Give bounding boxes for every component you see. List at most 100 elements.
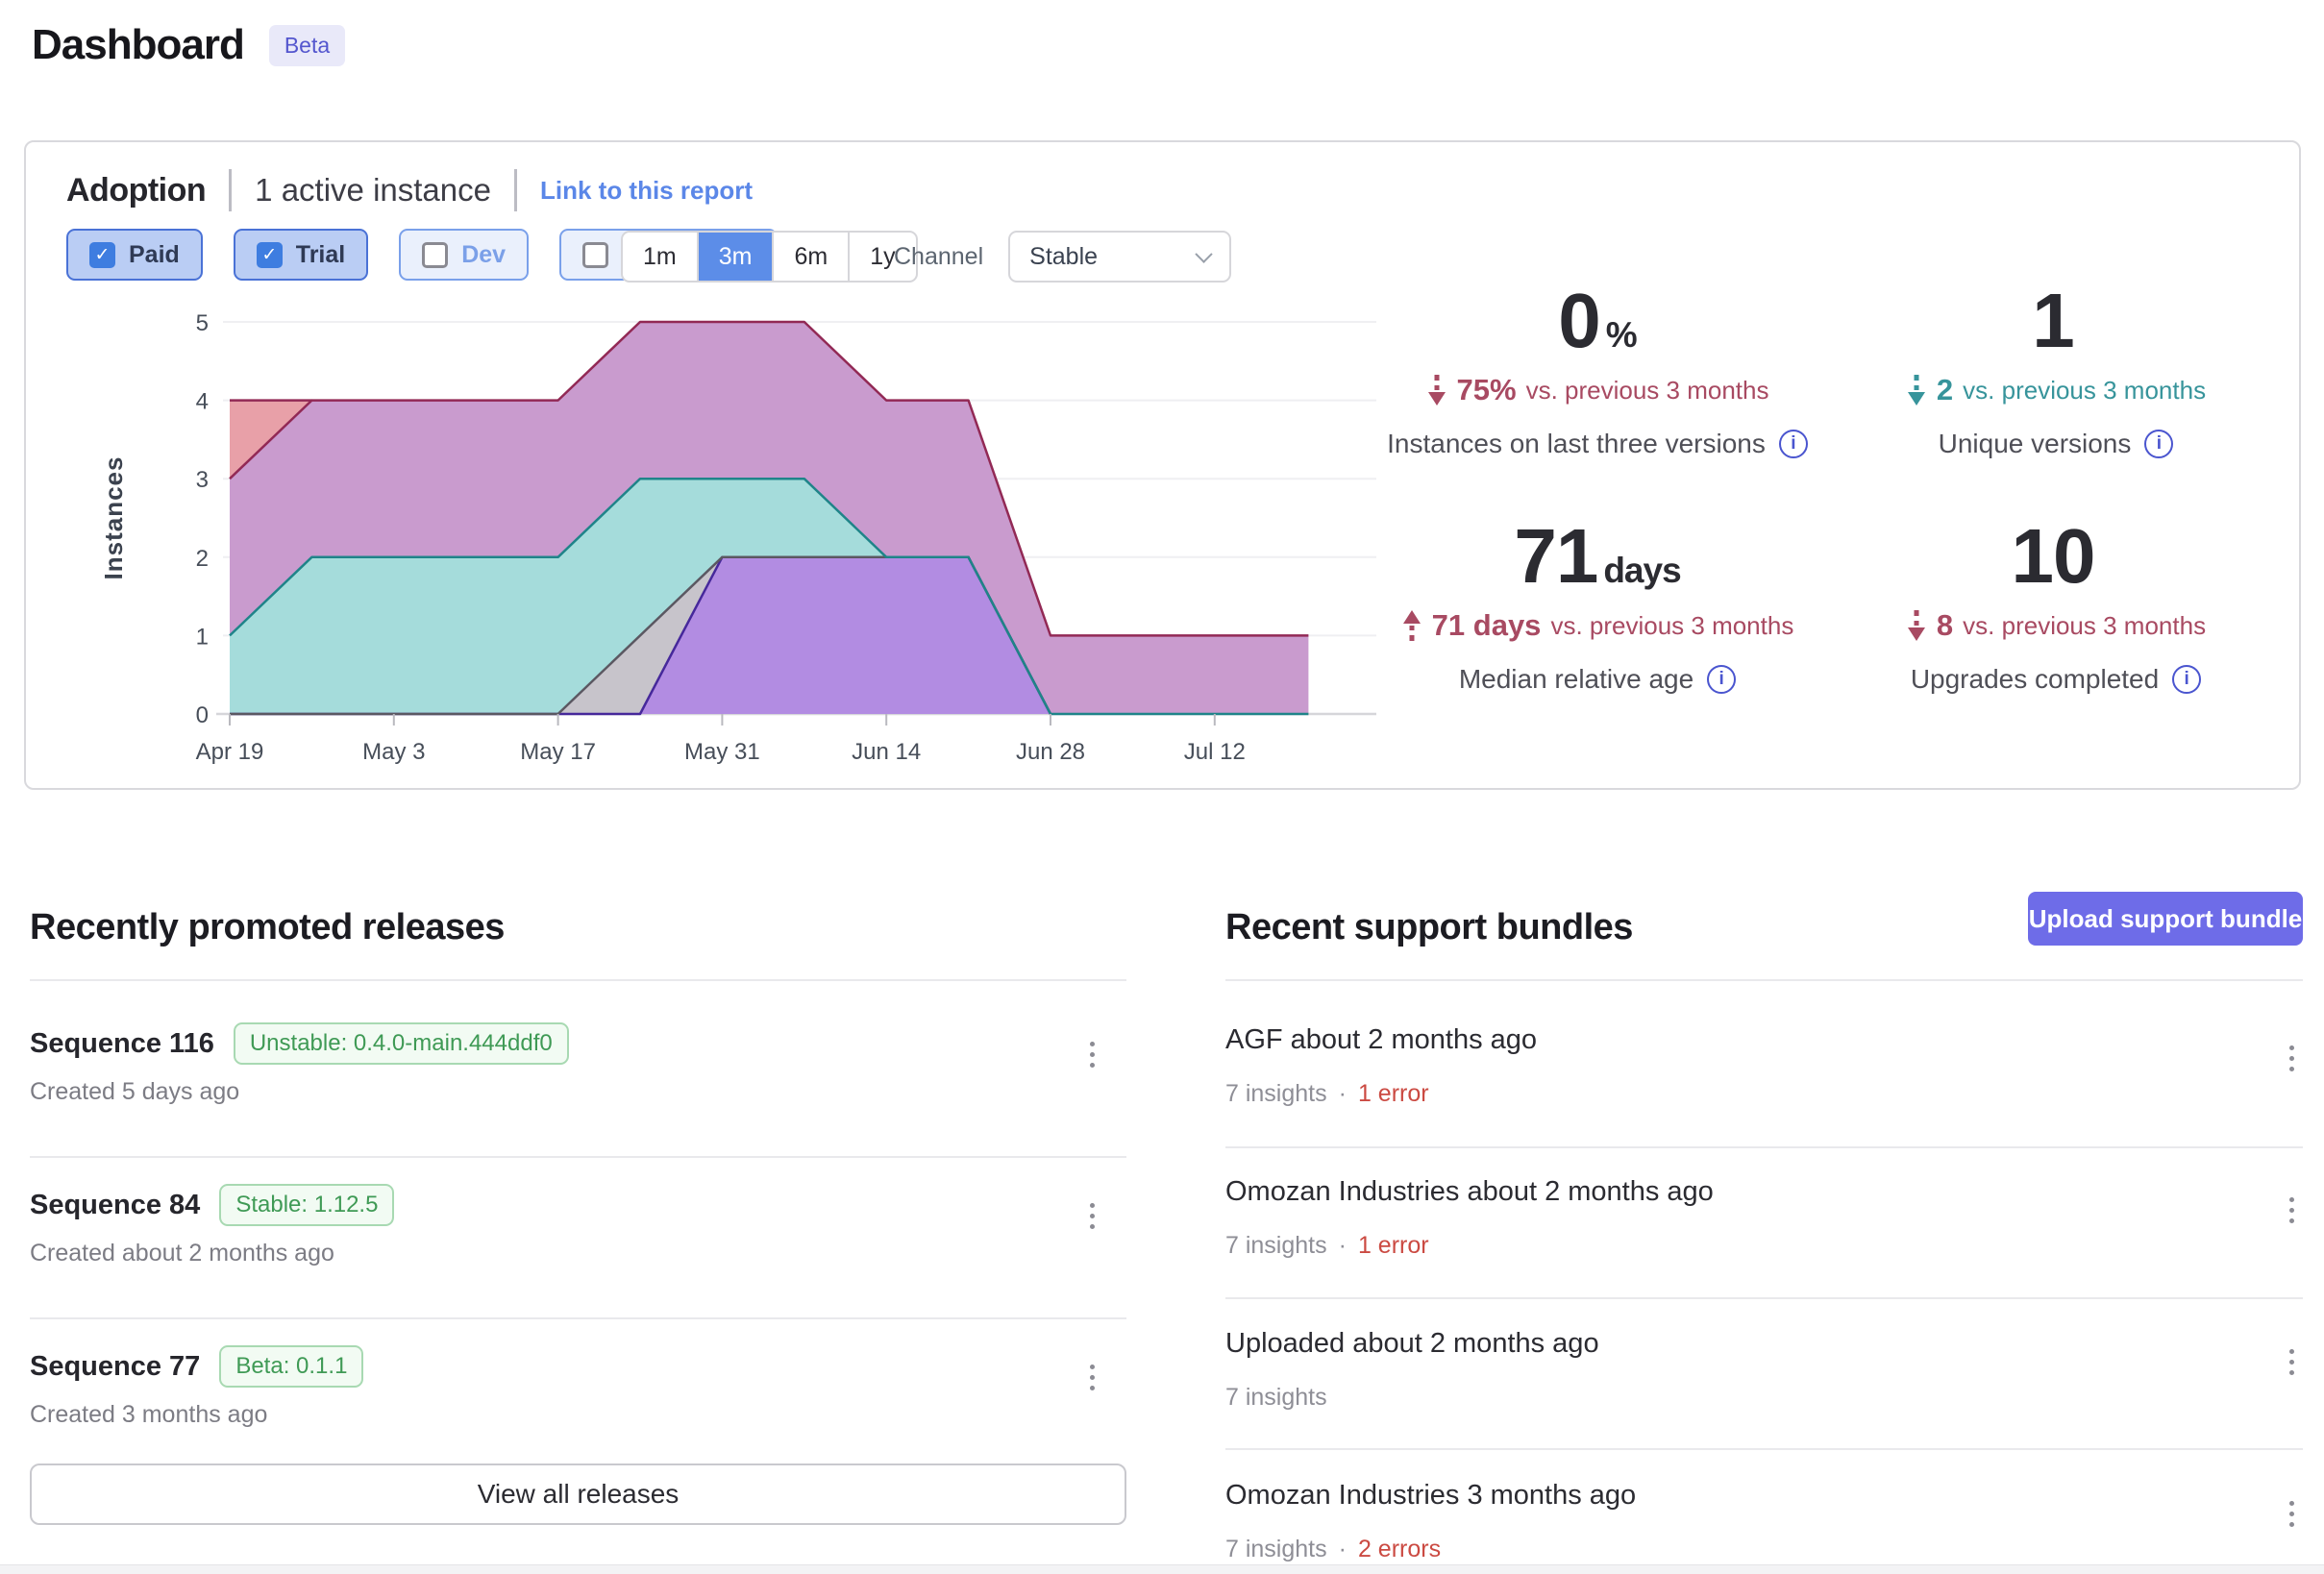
- bundle-insights: 7 insights · 2 errors: [1225, 1536, 1442, 1562]
- arrow-down-dashed-icon: [1907, 375, 1925, 406]
- dot-separator: ·: [1338, 1080, 1347, 1107]
- filter-chip-label: Dev: [461, 240, 507, 268]
- stat-delta: 2 vs. previous 3 months: [1835, 373, 2277, 407]
- bundle-row[interactable]: Uploaded about 2 months ago: [1225, 1328, 1599, 1360]
- divider: [1225, 1146, 2303, 1148]
- stat-value: 1: [2032, 278, 2074, 363]
- svg-text:Jun 28: Jun 28: [1016, 739, 1085, 765]
- release-title: Sequence 116: [30, 1027, 214, 1059]
- kebab-menu-icon[interactable]: [1084, 1197, 1100, 1235]
- bundle-title: Omozan Industries 3 months ago: [1225, 1480, 1637, 1511]
- checkbox-unchecked-icon: [582, 241, 609, 268]
- time-range-group: 1m 3m 6m 1y: [621, 231, 918, 283]
- svg-text:5: 5: [196, 310, 209, 336]
- stat-delta: 75% vs. previous 3 months: [1376, 373, 1818, 407]
- bundle-row[interactable]: Omozan Industries about 2 months ago: [1225, 1176, 1714, 1208]
- svg-text:3: 3: [196, 467, 209, 493]
- range-6m[interactable]: 6m: [772, 233, 848, 281]
- adoption-card-header: Adoption 1 active instance Link to this …: [66, 165, 753, 215]
- stat-instances-last-three-versions: 0% 75% vs. previous 3 months Instances on…: [1376, 277, 1818, 459]
- release-created: Created about 2 months ago: [30, 1240, 334, 1267]
- range-3m-selected[interactable]: 3m: [696, 233, 773, 281]
- filter-chip-label: Trial: [295, 240, 346, 268]
- view-all-releases-button[interactable]: View all releases: [30, 1463, 1126, 1525]
- release-title: Sequence 77: [30, 1350, 201, 1382]
- release-row[interactable]: Sequence 116 Unstable: 0.4.0-main.444ddf…: [30, 1022, 569, 1065]
- stat-unique-versions: 1 2 vs. previous 3 months Unique versions…: [1835, 277, 2277, 459]
- release-version-badge: Beta: 0.1.1: [219, 1345, 364, 1388]
- release-version-badge: Stable: 1.12.5: [219, 1184, 395, 1226]
- stat-label: Upgrades completed i: [1835, 664, 2277, 695]
- bundle-row[interactable]: AGF about 2 months ago: [1225, 1024, 1537, 1056]
- bundle-row[interactable]: Omozan Industries 3 months ago: [1225, 1480, 1636, 1512]
- adoption-title: Adoption: [66, 171, 207, 209]
- arrow-down-dashed-icon: [1427, 375, 1446, 406]
- divider: [1225, 1448, 2303, 1450]
- checkbox-checked-icon: ✓: [89, 241, 115, 268]
- filter-chip-paid[interactable]: ✓ Paid: [66, 229, 203, 281]
- arrow-down-dashed-icon: [1907, 610, 1925, 641]
- bundle-title: Uploaded about 2 months ago: [1225, 1328, 1599, 1359]
- svg-text:May 3: May 3: [362, 739, 425, 765]
- kebab-menu-icon[interactable]: [2284, 1040, 2300, 1077]
- bundle-insights: 7 insights · 1 error: [1225, 1080, 1429, 1107]
- divider: [30, 979, 1126, 981]
- divider: [30, 1156, 1126, 1158]
- release-created: Created 3 months ago: [30, 1401, 268, 1428]
- viewport-bottom-strip: [0, 1564, 2324, 1574]
- channel-select[interactable]: Stable: [1008, 231, 1232, 283]
- bundle-insights: 7 insights · 1 error: [1225, 1232, 1429, 1259]
- bundle-insights: 7 insights: [1225, 1384, 1327, 1411]
- release-row[interactable]: Sequence 84 Stable: 1.12.5: [30, 1184, 395, 1226]
- channel-control: Channel Stable: [894, 231, 1232, 283]
- stat-delta: 8 vs. previous 3 months: [1835, 608, 2277, 643]
- svg-text:Jul 12: Jul 12: [1184, 739, 1246, 765]
- checkbox-unchecked-icon: [422, 241, 449, 268]
- svg-text:Jun 14: Jun 14: [852, 739, 921, 765]
- link-to-report[interactable]: Link to this report: [539, 175, 753, 205]
- stat-median-relative-age: 71 days 71 days vs. previous 3 months Medi…: [1376, 512, 1818, 695]
- error-count: 1 error: [1357, 1080, 1429, 1107]
- svg-text:Apr 19: Apr 19: [196, 739, 264, 765]
- stat-value: 71 days: [1514, 513, 1681, 599]
- svg-text:1: 1: [196, 624, 209, 650]
- channel-label: Channel: [894, 243, 984, 270]
- bundle-title: Omozan Industries about 2 months ago: [1225, 1176, 1714, 1207]
- svg-text:May 31: May 31: [684, 739, 760, 765]
- info-icon[interactable]: i: [1707, 665, 1737, 694]
- page-title: Dashboard: [32, 21, 245, 68]
- adoption-card: Adoption 1 active instance Link to this …: [24, 140, 2301, 790]
- page-header: Dashboard Beta: [32, 21, 346, 69]
- adoption-area-chart: Apr 19 May 3 May 17 May 31 Jun 14 Jun 28 Jul 1…: [99, 310, 1376, 765]
- error-count: 1 error: [1357, 1232, 1429, 1259]
- info-icon[interactable]: i: [1778, 430, 1808, 458]
- stat-value: 0%: [1558, 278, 1637, 363]
- error-count: 2 errors: [1357, 1536, 1442, 1562]
- info-icon[interactable]: i: [2144, 430, 2174, 458]
- stat-label: Instances on last three versions i: [1376, 429, 1818, 459]
- stat-upgrades-completed: 10 8 vs. previous 3 months Upgrades compl…: [1835, 512, 2277, 695]
- divider: [1225, 979, 2303, 981]
- active-instance-count: 1 active instance: [255, 172, 491, 208]
- release-row[interactable]: Sequence 77 Beta: 0.1.1: [30, 1345, 364, 1388]
- svg-text:0: 0: [196, 702, 209, 728]
- header-separator: [513, 169, 517, 211]
- header-separator: [229, 169, 233, 211]
- chevron-down-icon: [1195, 244, 1213, 263]
- kebab-menu-icon[interactable]: [2284, 1343, 2300, 1381]
- kebab-menu-icon[interactable]: [1084, 1359, 1100, 1396]
- stat-label: Unique versions i: [1835, 429, 2277, 459]
- stat-value: 10: [2011, 513, 2096, 599]
- upload-support-bundle-button[interactable]: Upload support bundle: [2028, 892, 2303, 946]
- filter-chip-trial[interactable]: ✓ Trial: [233, 229, 369, 281]
- bundles-heading: Recent support bundles: [1225, 907, 1633, 947]
- kebab-menu-icon[interactable]: [2284, 1495, 2300, 1533]
- kebab-menu-icon[interactable]: [1084, 1036, 1100, 1073]
- range-1y[interactable]: 1y: [848, 233, 915, 281]
- range-1m[interactable]: 1m: [643, 243, 677, 270]
- info-icon[interactable]: i: [2172, 665, 2202, 694]
- svg-text:Instances: Instances: [99, 456, 128, 580]
- divider: [1225, 1297, 2303, 1299]
- kebab-menu-icon[interactable]: [2284, 1192, 2300, 1229]
- filter-chip-dev[interactable]: Dev: [399, 229, 530, 281]
